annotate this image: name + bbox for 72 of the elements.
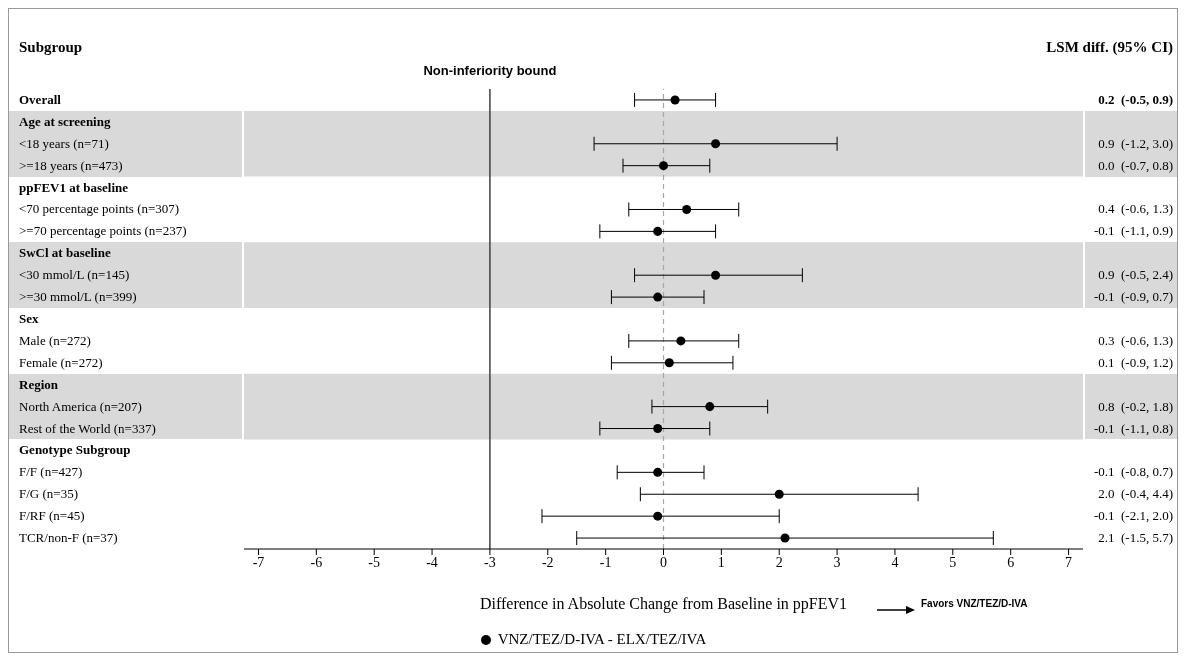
point [658, 161, 669, 171]
y-tick-label: Overall [19, 91, 62, 107]
y-tick-label: <18 years (n=71) [19, 135, 109, 151]
point [774, 489, 784, 499]
y-tick-label: <30 mmol/L (n=145) [19, 267, 130, 283]
point [682, 204, 692, 214]
x-tick-label: 7 [1065, 554, 1073, 570]
y-tick-label: ppFEV1 at baseline [19, 179, 129, 195]
point [653, 226, 663, 236]
y-tick-label: F/F (n=427) [19, 464, 83, 480]
x-tick-label: 1 [717, 554, 725, 570]
data-label: 0.0 (-0.7, 0.8) [1098, 157, 1173, 173]
y-tick-label: >=70 percentage points (n=237) [19, 223, 187, 239]
point [780, 533, 790, 543]
y-tick-label: >=30 mmol/L (n=399) [19, 289, 137, 305]
y-tick-label: North America (n=207) [19, 398, 142, 414]
data-label: -0.1 (-1.1, 0.9) [1093, 223, 1173, 239]
data-label: -0.1 (-0.8, 0.7) [1093, 464, 1173, 480]
x-tick-label: -3 [484, 554, 496, 570]
x-tick-label: -6 [310, 554, 323, 570]
data-label: 0.4 (-0.6, 1.3) [1098, 201, 1173, 217]
y-tick-label: TCR/non-F (n=37) [19, 530, 118, 546]
x-tick-label: -4 [426, 554, 438, 570]
y-tick-label: Rest of the World (n=337) [19, 420, 156, 436]
x-tick-label: -1 [599, 554, 612, 570]
text: Favors VNZ/TEZ/D-IVA [921, 598, 1028, 609]
point [664, 358, 674, 368]
x-tick-label: 5 [949, 554, 957, 570]
x-tick-label: -7 [252, 554, 265, 570]
data-label: 0.1 (-0.9, 1.2) [1098, 354, 1173, 370]
x-tick-label: -2 [541, 554, 554, 570]
point [705, 402, 715, 412]
y-tick-label: >=18 years (n=473) [19, 157, 123, 173]
point [676, 336, 686, 346]
y-tick-label: <70 percentage points (n=307) [19, 201, 180, 217]
y-tick-label: Region [19, 376, 59, 392]
y-tick-label: F/G (n=35) [19, 486, 78, 502]
data-label: 2.0 (-0.4, 4.4) [1098, 486, 1173, 502]
y-tick-label: Genotype Subgroup [19, 442, 131, 458]
y-tick-label: Male (n=272) [19, 332, 91, 348]
point [670, 95, 680, 105]
legend-label: VNZ/TEZ/D-IVA - ELX/TEZ/IVA [497, 631, 707, 648]
point [653, 467, 663, 477]
data-label: -0.1 (-2.1, 2.0) [1093, 508, 1173, 524]
y-tick-label: Sex [19, 311, 39, 326]
y-tick-label: SwCl at baseline [19, 245, 111, 261]
text: LSM diff. (95% CI) [1046, 39, 1173, 56]
data-label: -0.1 (-0.9, 0.7) [1093, 289, 1173, 305]
x-tick-label: 2 [775, 554, 783, 570]
data-label: 0.9 (-1.2, 3.0) [1098, 135, 1173, 151]
x-tick-label: -5 [368, 554, 381, 570]
data-label: 2.1 (-1.5, 5.7) [1098, 530, 1173, 546]
x-axis-title: Difference in Absolute Change from Baseline in ppFEV1 [479, 595, 848, 613]
x-tick-label: 0 [660, 554, 667, 570]
ref-line-label: Non-inferiority bound [423, 63, 557, 78]
y-tick-label: F/RF (n=45) [19, 508, 85, 524]
data-label: -0.1 (-1.1, 0.8) [1093, 420, 1173, 436]
point [653, 424, 663, 434]
text: Subgroup [19, 39, 83, 56]
data-label: 0.9 (-0.5, 2.4) [1098, 267, 1173, 283]
data-label: 0.2 (-0.5, 0.9) [1098, 91, 1173, 107]
x-tick-label: 6 [1007, 554, 1015, 570]
data-label: 0.8 (-0.2, 1.8) [1098, 398, 1173, 414]
point [653, 511, 663, 521]
point [711, 270, 721, 280]
data-label: 0.3 (-0.6, 1.3) [1098, 332, 1173, 348]
point [653, 292, 663, 302]
point [711, 139, 721, 149]
y-tick-label: Female (n=272) [19, 354, 103, 370]
x-tick-label: 4 [891, 554, 899, 570]
x-tick-label: 3 [833, 554, 841, 570]
y-tick-label: Age at screening [19, 113, 111, 129]
